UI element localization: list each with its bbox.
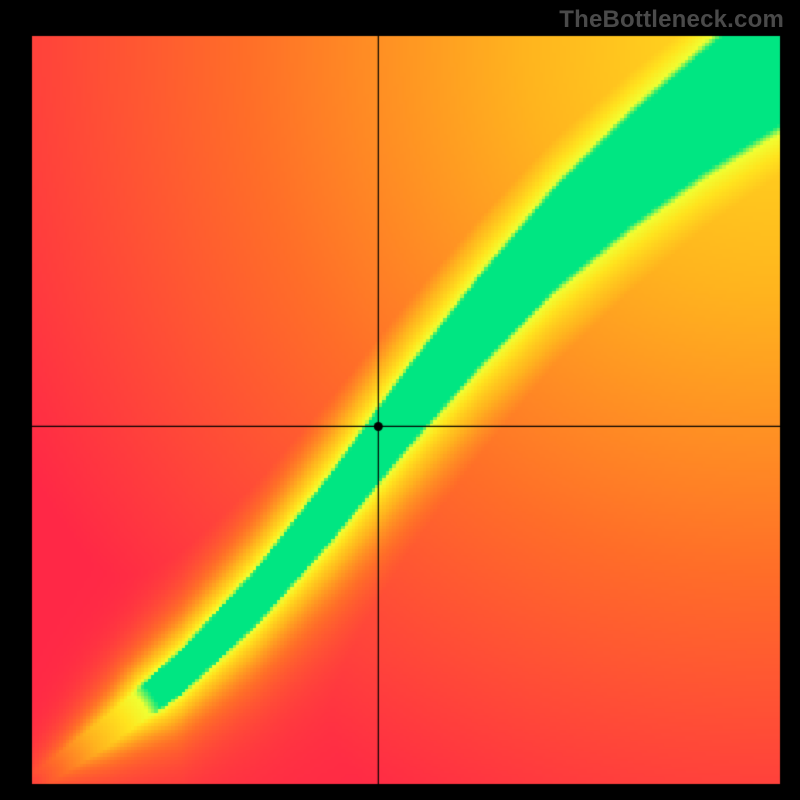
root-container: TheBottleneck.com xyxy=(0,0,800,800)
watermark-label: TheBottleneck.com xyxy=(559,6,784,34)
heatmap-canvas xyxy=(0,0,800,800)
